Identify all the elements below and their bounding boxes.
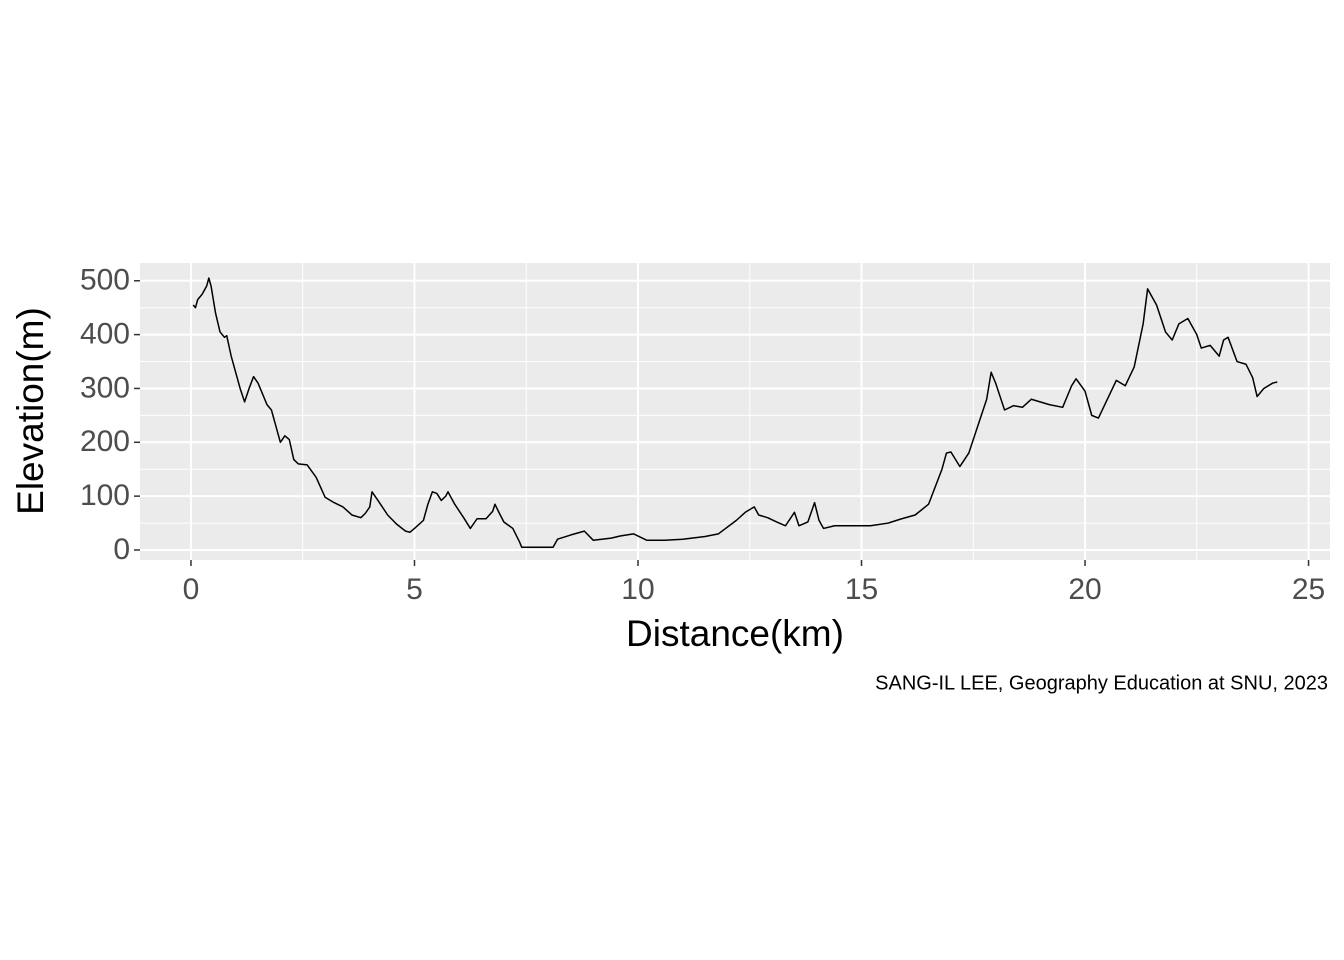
- x-tick-label: 15: [845, 573, 878, 606]
- x-tick-label: 0: [183, 573, 200, 606]
- line: [192, 277, 1278, 549]
- y-tick-label: 100: [80, 479, 130, 512]
- x-tick-label: 10: [621, 573, 654, 606]
- y-tick-label: 0: [113, 533, 130, 566]
- x-tick-label: 5: [406, 573, 423, 606]
- x-tick-label: 20: [1068, 573, 1101, 606]
- caption: SANG-IL LEE, Geography Education at SNU,…: [875, 672, 1328, 694]
- y-tick-label: 300: [80, 371, 130, 404]
- x-axis-title: Distance(km): [626, 613, 844, 654]
- y-tick-label: 200: [80, 425, 130, 458]
- y-tick-label: 400: [80, 318, 130, 351]
- panel: [140, 263, 1330, 560]
- x-tick-label: 25: [1292, 573, 1325, 606]
- y-tick-label: 500: [80, 264, 130, 297]
- y-axis-title: Elevation(m): [10, 307, 51, 515]
